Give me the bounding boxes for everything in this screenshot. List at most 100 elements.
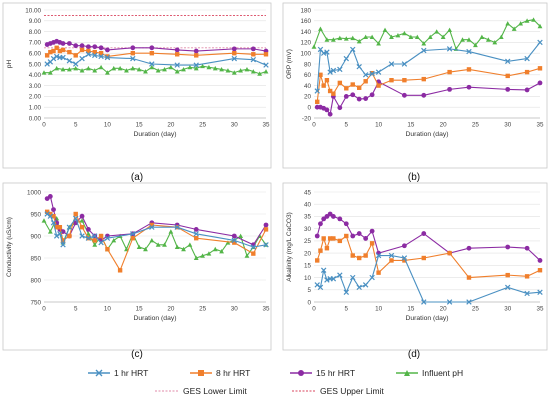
data-point-hrt8 xyxy=(149,51,155,56)
chart-panel-4: 0 5 10 15 20 25 30 35 40 45 0 5 10 15 20 25 30 35 Duration… xyxy=(282,182,548,351)
data-point-hrt8 xyxy=(421,255,426,261)
x-tick-label: 20 xyxy=(167,306,175,313)
data-point-hrt8 xyxy=(315,99,320,104)
data-point-hrt8 xyxy=(315,258,320,263)
data-point-influent xyxy=(518,21,524,26)
data-point-hrt1 xyxy=(362,282,369,288)
data-point-hrt8 xyxy=(51,48,56,54)
data-point-hrt8 xyxy=(73,53,78,58)
data-point-hrt8 xyxy=(57,48,63,54)
legend-label-ges-lower: GES Lower Limit xyxy=(183,386,247,396)
data-point-influent xyxy=(330,37,336,42)
data-point-hrt8 xyxy=(331,236,336,241)
data-point-influent xyxy=(473,42,478,48)
data-point-hrt1 xyxy=(375,69,382,75)
data-point-hrt15 xyxy=(105,47,110,53)
series-hrt8 xyxy=(315,233,543,280)
y-tick-label: 7.00 xyxy=(29,40,42,47)
data-point-hrt1 xyxy=(401,61,408,67)
data-point-hrt15 xyxy=(60,229,66,235)
panel-label: (a) xyxy=(131,172,143,183)
y-tick-label: 3.00 xyxy=(29,83,42,90)
data-point-hrt1 xyxy=(57,231,63,237)
data-point-influent xyxy=(143,246,148,252)
data-point-influent xyxy=(111,65,117,71)
y-tick-label: 0 xyxy=(307,105,311,112)
data-point-hrt8 xyxy=(537,66,543,71)
data-point-hrt1 xyxy=(537,39,543,46)
legend-label-influent: Influent pH xyxy=(422,368,464,378)
data-point-influent xyxy=(168,229,174,234)
x-tick-label: 5 xyxy=(345,122,349,129)
y-tick-label: 1000 xyxy=(27,189,42,196)
x-tick-label: 15 xyxy=(407,306,415,313)
data-point-hrt8 xyxy=(194,236,199,241)
data-point-influent xyxy=(337,35,343,41)
data-point-influent xyxy=(124,68,129,73)
data-point-hrt15 xyxy=(337,216,343,222)
y-tick-label: 120 xyxy=(300,40,311,47)
data-point-influent xyxy=(168,64,174,70)
data-point-hrt8 xyxy=(331,91,336,96)
data-point-hrt15 xyxy=(330,214,336,219)
y-tick-label: 1.00 xyxy=(29,105,42,112)
data-point-influent xyxy=(174,244,180,249)
x-tick-label: 0 xyxy=(42,306,46,313)
data-point-hrt1 xyxy=(504,58,511,65)
data-point-hrt8 xyxy=(73,211,78,217)
data-point-hrt15 xyxy=(324,107,330,113)
data-point-hrt1 xyxy=(324,49,330,55)
y-tick-label: 60 xyxy=(304,72,312,79)
x-tick-label: 0 xyxy=(312,306,316,313)
data-point-hrt15 xyxy=(86,44,91,50)
data-point-influent xyxy=(155,242,161,247)
data-point-influent xyxy=(86,65,91,71)
data-point-hrt1 xyxy=(85,51,92,58)
data-point-influent xyxy=(149,238,155,243)
data-point-hrt15 xyxy=(369,92,375,98)
x-tick-label: 30 xyxy=(504,306,512,313)
x-tick-label: 15 xyxy=(136,306,144,313)
data-point-hrt1 xyxy=(320,50,327,56)
data-point-hrt8 xyxy=(327,236,333,241)
y-tick-label: 2.00 xyxy=(29,94,42,101)
data-point-hrt1 xyxy=(337,66,343,73)
data-point-hrt15 xyxy=(149,45,155,51)
data-point-hrt8 xyxy=(251,251,256,256)
data-point-hrt8 xyxy=(337,80,343,86)
data-point-hrt1 xyxy=(53,233,60,239)
data-point-influent xyxy=(206,64,212,70)
data-point-influent xyxy=(162,242,167,247)
series-hrt8 xyxy=(315,66,543,104)
legend-item-ges-lower: GES Lower Limit xyxy=(155,386,247,396)
data-point-hrt1 xyxy=(44,211,50,217)
data-point-hrt8 xyxy=(350,82,355,87)
data-point-hrt1 xyxy=(330,276,337,282)
x-tick-label: 10 xyxy=(104,306,112,313)
data-point-hrt15 xyxy=(337,105,343,111)
x-tick-label: 30 xyxy=(231,122,239,129)
data-point-hrt1 xyxy=(130,55,136,62)
y-tick-label: 850 xyxy=(30,255,41,262)
x-tick-label: 25 xyxy=(472,122,480,129)
data-point-hrt8 xyxy=(263,52,269,57)
legend-label-hrt8: 8 hr HRT xyxy=(216,368,251,378)
x-tick-label: 35 xyxy=(536,122,544,129)
data-point-hrt15 xyxy=(343,221,349,227)
data-point-hrt8 xyxy=(54,225,59,230)
x-tick-label: 35 xyxy=(262,306,270,313)
data-point-hrt8 xyxy=(92,238,97,243)
legend: 1 hr HRT 8 hr HRT 15 hr HRT Influent pH xyxy=(0,364,550,406)
data-point-hrt8 xyxy=(232,240,237,245)
x-axis-label: Duration (day) xyxy=(133,131,176,138)
data-point-hrt8 xyxy=(130,236,135,241)
y-tick-label: 25 xyxy=(304,238,312,245)
data-point-hrt15 xyxy=(193,227,199,232)
y-tick-label: 10 xyxy=(304,275,312,282)
data-point-hrt8 xyxy=(251,52,256,57)
data-point-influent xyxy=(47,70,53,75)
data-point-hrt8 xyxy=(44,209,50,214)
data-point-hrt1 xyxy=(446,299,453,305)
panel-label: (d) xyxy=(408,349,420,360)
